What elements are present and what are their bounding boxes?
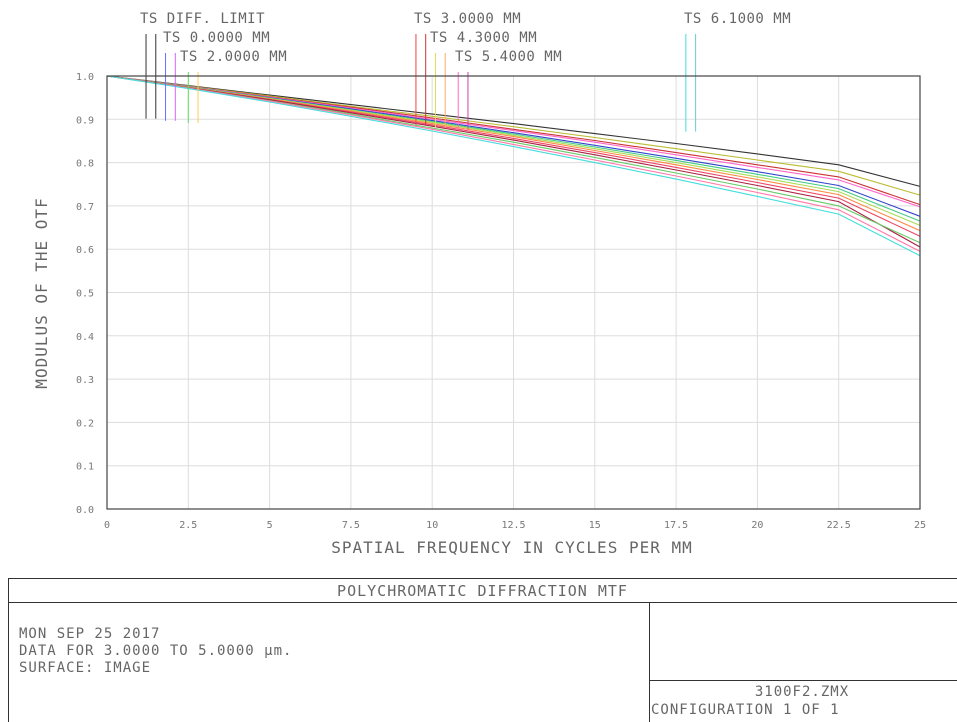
legend-label: TS 2.0000 MM (180, 49, 287, 65)
legend-label: TS 3.0000 MM (414, 11, 521, 27)
legend-label: TS 0.0000 MM (163, 30, 270, 46)
mtf-series-line (106, 75, 921, 196)
legend-label: TS 5.4000 MM (455, 49, 562, 65)
y-tick-label: 0.4 (76, 332, 94, 343)
y-tick-label: 0.7 (76, 202, 94, 213)
legend-label: TS DIFF. LIMIT (140, 11, 265, 27)
y-tick-label: 0.6 (76, 245, 94, 256)
configuration-text: CONFIGURATION 1 OF 1 (651, 702, 840, 718)
x-tick-label: 10 (426, 520, 438, 531)
chart-series-layer (106, 75, 921, 257)
y-tick-label: 0.1 (76, 462, 94, 473)
y-tick-label: 0.8 (76, 159, 94, 170)
y-tick-label: 0.0 (76, 505, 94, 516)
x-tick-label: 7.5 (342, 520, 360, 531)
mtf-chart: TS DIFF. LIMIT TS 0.0000 MM TS 2.0000 MM TS… (32, 11, 926, 557)
x-tick-label: 15 (589, 520, 601, 531)
x-tick-label: 17.5 (664, 520, 688, 531)
x-tick-label: 5 (267, 520, 273, 531)
date-text: MON SEP 25 2017 (19, 626, 161, 642)
x-tick-label: 22.5 (827, 520, 851, 531)
x-tick-label: 20 (751, 520, 763, 531)
frame-top-rule (8, 578, 957, 579)
mtf-series-line (106, 75, 921, 187)
x-tick-label: 0 (104, 520, 110, 531)
frame-title-rule (8, 602, 957, 603)
x-tick-label: 12.5 (501, 520, 525, 531)
file-name-text: 3100F2.ZMX (754, 684, 850, 700)
chart-legend: TS DIFF. LIMIT TS 0.0000 MM TS 2.0000 MM TS… (140, 11, 791, 132)
x-tick-label: 2.5 (179, 520, 197, 531)
legend-label: TS 6.1000 MM (684, 11, 791, 27)
chart-title: POLYCHROMATIC DIFFRACTION MTF (337, 582, 628, 600)
surface-text: SURFACE: IMAGE (19, 660, 152, 676)
y-tick-label: 0.9 (76, 115, 94, 126)
data-range-text: DATA FOR 3.0000 TO 5.0000 µm. (19, 643, 293, 659)
frame-file-rule (649, 680, 957, 681)
frame-left-rule (8, 578, 9, 722)
plot-area-border (106, 75, 921, 510)
mtf-series-line (106, 75, 921, 248)
mtf-series-line (106, 75, 921, 257)
x-axis-label: SPATIAL FREQUENCY IN CYCLES PER MM (331, 538, 693, 557)
legend-label: TS 4.3000 MM (430, 30, 537, 46)
y-axis-label: MODULUS OF THE OTF (32, 197, 51, 388)
chart-grid (106, 75, 921, 510)
x-tick-label: 25 (914, 520, 926, 531)
y-tick-label: 0.5 (76, 289, 94, 300)
chart-tick-labels: 0 2.5 5 7.5 10 12.5 15 17.5 20 22.5 25 0.0 0.1 0.2 0.3… (76, 72, 926, 531)
y-tick-label: 1.0 (76, 72, 94, 83)
frame-divider-vertical (649, 602, 650, 722)
mtf-series-line (106, 75, 921, 252)
y-tick-label: 0.3 (76, 375, 94, 386)
y-tick-label: 0.2 (76, 418, 94, 429)
